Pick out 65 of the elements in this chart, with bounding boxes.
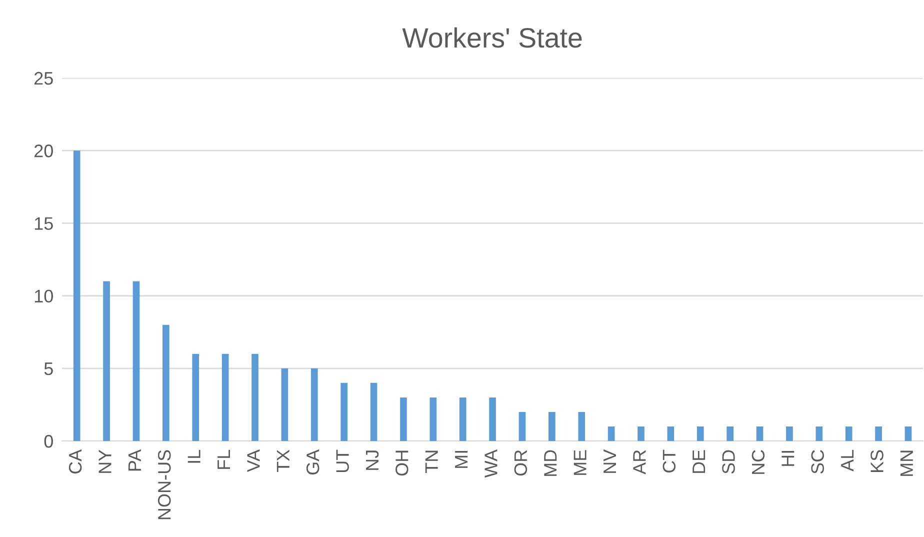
- bar: [845, 426, 852, 441]
- x-tick-label: TX: [276, 450, 290, 472]
- x-tick-label: NV: [604, 449, 616, 473]
- bar: [756, 426, 764, 441]
- x-tick-label: NY: [98, 450, 112, 473]
- x-tick-label: CT: [662, 450, 676, 472]
- bar: [608, 426, 615, 441]
- x-tick-label: KS: [870, 450, 884, 472]
- bar: [222, 354, 229, 441]
- bar: [281, 368, 288, 441]
- x-tick-label: WA: [484, 449, 498, 478]
- x-tick-label: NON-US: [158, 450, 171, 520]
- bar: [904, 426, 912, 441]
- x-tick-label: SC: [811, 450, 824, 474]
- bar: [638, 426, 644, 441]
- x-tick-label: SD: [722, 450, 735, 474]
- bar: [310, 368, 318, 441]
- y-tick-label: 10: [34, 290, 53, 303]
- x-tick-label: OH: [396, 450, 408, 476]
- bar: [667, 426, 674, 441]
- x-tick-label: IL: [188, 450, 200, 463]
- bar: [816, 426, 823, 441]
- x-tick-label: DE: [692, 450, 706, 473]
- y-tick-label: 20: [34, 144, 53, 158]
- bar: [489, 397, 496, 441]
- x-tick-label: NC: [752, 450, 765, 474]
- y-tick-label: 25: [34, 72, 53, 85]
- x-tick-label: AR: [633, 450, 646, 474]
- bar: [252, 354, 258, 441]
- x-tick-label: VA: [247, 449, 260, 472]
- bar: [459, 397, 466, 441]
- x-tick-label: MI: [455, 450, 468, 468]
- x-tick-label: GA: [306, 449, 320, 475]
- x-tick-label: HI: [782, 451, 794, 466]
- bar: [400, 397, 407, 441]
- x-tick-label: CA: [68, 449, 82, 474]
- bar: [370, 382, 378, 441]
- bar: [430, 397, 437, 441]
- bar: [518, 412, 526, 441]
- bar: [696, 426, 704, 441]
- x-tick-label: MN: [900, 450, 913, 476]
- bar: [340, 382, 348, 441]
- bar: [73, 150, 80, 441]
- y-tick-label: 5: [44, 362, 53, 376]
- bar: [162, 324, 170, 441]
- bar: [578, 412, 586, 441]
- bar: [875, 426, 882, 441]
- bar: [548, 412, 556, 441]
- chart-title: Workers' State: [402, 27, 582, 48]
- bar: [132, 281, 140, 441]
- bar: [786, 426, 793, 441]
- x-tick-label: MD: [544, 450, 557, 476]
- x-tick-label: UT: [336, 450, 349, 472]
- bar: [103, 281, 110, 441]
- bar: [726, 426, 734, 441]
- x-tick-label: ME: [574, 450, 586, 475]
- y-tick-label: 15: [34, 217, 53, 230]
- x-tick-label: FL: [218, 450, 230, 469]
- bar: [192, 354, 200, 441]
- x-tick-label: AL: [841, 450, 854, 472]
- x-tick-label: PA: [128, 449, 141, 471]
- x-tick-label: TN: [425, 450, 438, 473]
- x-tick-label: NJ: [366, 450, 379, 470]
- x-tick-label: OR: [514, 450, 528, 476]
- y-tick-label: 0: [44, 434, 53, 448]
